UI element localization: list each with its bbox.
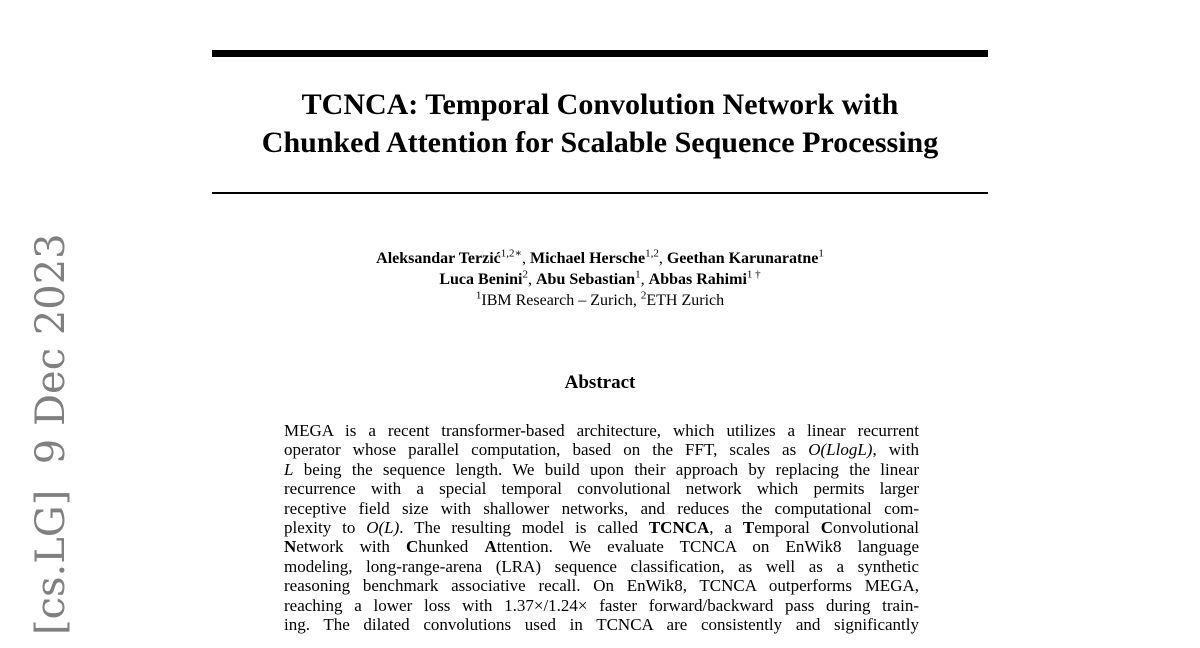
text-segment: C [405, 537, 419, 557]
separator: , [640, 271, 649, 288]
title-bottom-rule [212, 192, 988, 194]
abstract-body: MEGA is a recent transformer-based archi… [284, 421, 919, 634]
abstract-line: Network with Chunked Attention. We evalu… [284, 537, 919, 556]
abstract-line: modeling, long-range-arena (LRA) sequenc… [284, 557, 919, 576]
author-affiliation-mark: 2 [522, 268, 528, 281]
author-name: Aleksandar Terzić [376, 250, 501, 267]
abstract-line: plexity to O(L). The resulting model is … [284, 518, 919, 537]
author-name: Geethan Karunaratne [666, 250, 819, 267]
text-segment: onvolutional [833, 517, 919, 537]
author-affiliation-mark: 1 [635, 268, 641, 281]
affiliation-mark: 1 [475, 289, 482, 302]
separator: , [527, 271, 536, 288]
author-block: Aleksandar Terzić1,2∗, Michael Hersche1,… [250, 248, 950, 311]
text-segment: receptive field size with shallower netw… [284, 498, 919, 518]
text-segment: MEGA is a recent transformer-based archi… [284, 421, 919, 440]
author-affiliation-mark: 1 † [746, 268, 761, 281]
abstract-line: operator whose parallel computation, bas… [284, 440, 919, 459]
author-name: Luca Benini [439, 271, 523, 288]
text-segment: recurrence with a special temporal convo… [284, 479, 919, 499]
text-segment: ttention. We evaluate TCNCA on EnWik8 la… [496, 537, 919, 557]
title-line: TCNCA: Temporal Convolution Network with [301, 88, 899, 121]
text-segment: . The resulting model is called [399, 517, 649, 537]
text-segment: O(L) [366, 517, 400, 537]
text-segment: plexity to [284, 517, 367, 537]
text-segment: being the sequence length. We build upon… [293, 459, 919, 479]
text-segment: L [284, 459, 294, 479]
abstract-line: reaching a lower loss with 1.37×/1.24× f… [284, 596, 919, 615]
author-affiliation-mark: 1,2 [645, 247, 659, 260]
abstract-heading: Abstract [564, 372, 636, 393]
text-segment: etwork with [296, 537, 406, 557]
text-segment: TCNCA [648, 517, 710, 537]
arxiv-stamp: [cs.LG] 9 Dec 2023 [28, 233, 74, 635]
text-segment: O(LlogL) [808, 440, 873, 460]
text-segment: C [820, 517, 834, 537]
abstract-line: receptive field size with shallower netw… [284, 499, 919, 518]
abstract-line: L being the sequence length. We build up… [284, 460, 919, 479]
separator: , [521, 250, 530, 267]
top-rule [212, 50, 988, 57]
text-segment: N [284, 537, 297, 557]
author-line: Luca Benini2, Abu Sebastian1, Abbas Rahi… [250, 269, 950, 290]
author-name: Michael Hersche [529, 250, 646, 267]
author-affiliation-mark: 1 [818, 247, 824, 260]
abstract-line: MEGA is a recent transformer-based archi… [284, 421, 919, 440]
text-segment: ing. The dilated convolutions used in TC… [284, 614, 919, 634]
text-segment: modeling, long-range-arena (LRA) sequenc… [284, 556, 919, 576]
text-segment: reasoning benchmark associative recall. … [284, 576, 919, 596]
text-segment: emporal [754, 517, 821, 537]
abstract-line: reasoning benchmark associative recall. … [284, 576, 919, 595]
author-name: Abbas Rahimi [648, 271, 747, 288]
text-segment: , with [872, 440, 919, 460]
affiliation-name: ETH Zurich [646, 292, 725, 309]
affiliation-line: 1IBM Research – Zurich, 2ETH Zurich [250, 290, 950, 311]
paper-title: TCNCA: Temporal Convolution Network with… [150, 86, 1050, 162]
text-segment: A [484, 537, 497, 557]
author-affiliation-mark: 1,2∗ [500, 247, 522, 260]
affiliation-name: IBM Research – Zurich, [481, 292, 641, 309]
text-segment: , a [709, 517, 743, 537]
author-line: Aleksandar Terzić1,2∗, Michael Hersche1,… [250, 248, 950, 269]
author-name: Abu Sebastian [535, 271, 636, 288]
text-segment: hunked [418, 537, 485, 557]
text-segment: T [742, 517, 755, 537]
text-segment: reaching a lower loss with 1.37×/1.24× f… [284, 595, 919, 615]
abstract-line: ing. The dilated convolutions used in TC… [284, 615, 919, 634]
affiliation-mark: 2 [640, 289, 647, 302]
text-segment: operator whose parallel computation, bas… [284, 440, 809, 460]
separator: , [658, 250, 667, 267]
abstract-line: recurrence with a special temporal convo… [284, 479, 919, 498]
title-line: Chunked Attention for Scalable Sequence … [261, 126, 939, 159]
